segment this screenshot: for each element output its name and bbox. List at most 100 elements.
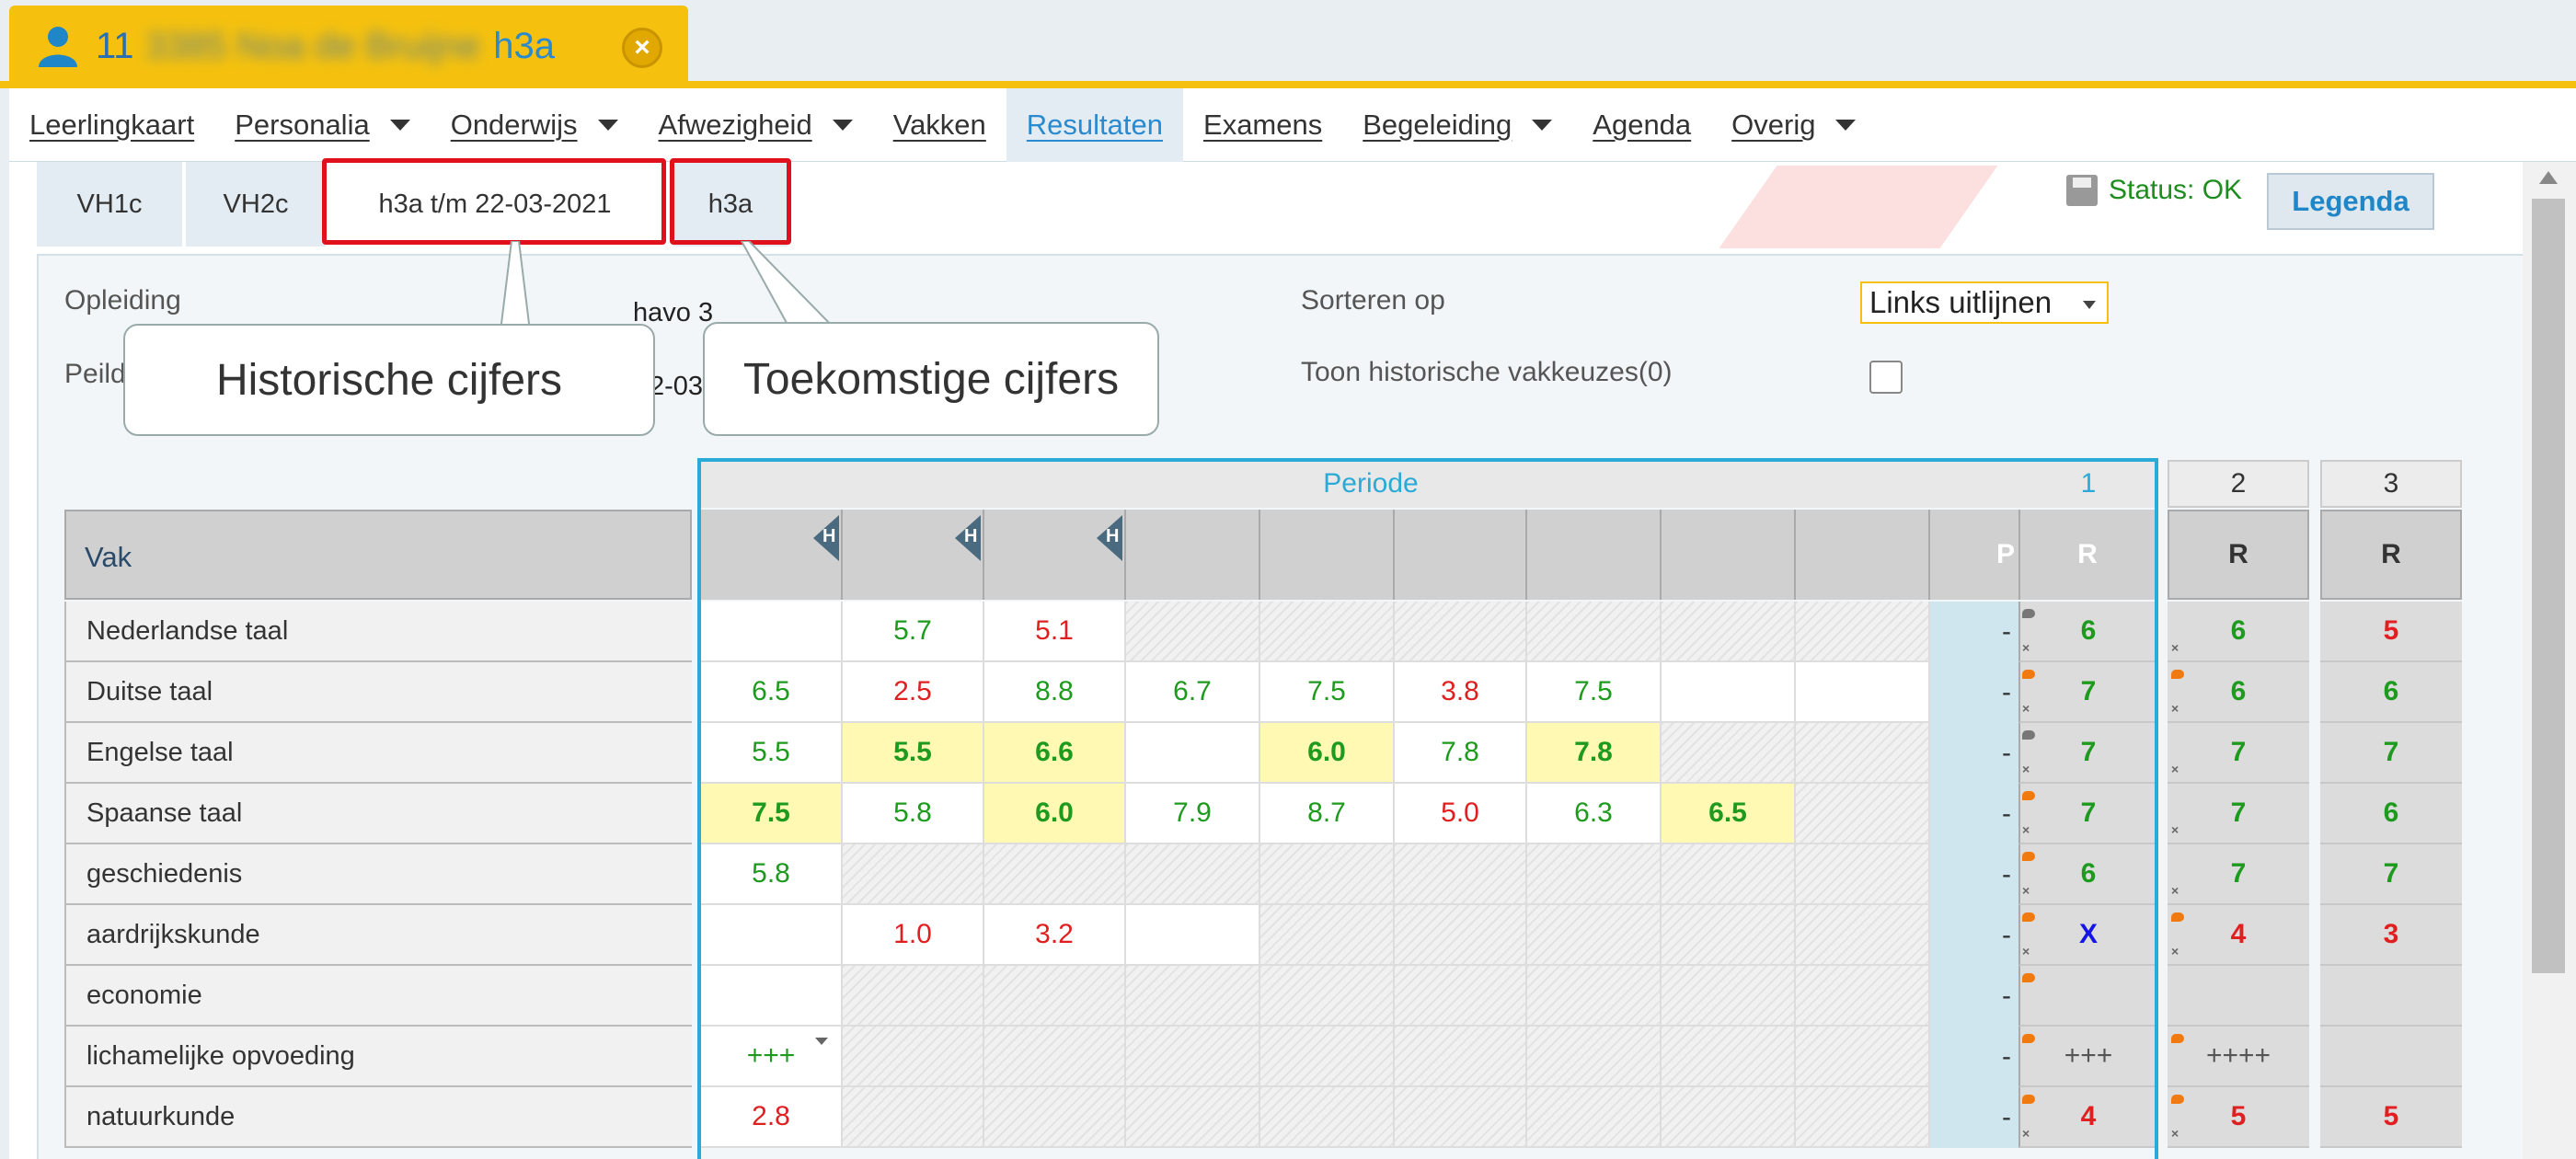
grade-cell[interactable] — [1395, 1087, 1527, 1148]
grade-cell[interactable] — [1260, 844, 1395, 905]
grade-cell[interactable] — [1395, 844, 1527, 905]
scrollbar-thumb[interactable] — [2532, 199, 2565, 973]
grade-cell[interactable] — [984, 1027, 1126, 1087]
r3-cell[interactable]: 7 — [2320, 723, 2462, 784]
r2-cell[interactable]: 5 — [2168, 1087, 2309, 1148]
comment-flag-icon[interactable] — [2022, 912, 2035, 922]
grade-cell[interactable] — [1796, 905, 1930, 966]
remove-x-icon[interactable]: × — [2022, 883, 2030, 898]
grade-cell[interactable] — [1260, 905, 1395, 966]
grade-cell[interactable] — [1662, 905, 1796, 966]
grade-cell[interactable] — [1662, 723, 1796, 784]
student-tab[interactable]: 11 3385 Noa de Bruijne h3a × — [9, 6, 688, 86]
r1-cell[interactable]: 4 — [2018, 1087, 2156, 1148]
grade-cell[interactable] — [984, 844, 1126, 905]
menu-item-resultaten[interactable]: Resultaten — [1006, 87, 1184, 162]
r1-cell[interactable]: 6 — [2018, 602, 2156, 662]
grade-cell[interactable]: 6.5 — [1662, 784, 1796, 844]
grade-cell[interactable] — [701, 905, 843, 966]
grade-cell[interactable]: 2.5 — [843, 662, 984, 723]
menu-item-leerlingkaart[interactable]: Leerlingkaart — [9, 88, 214, 162]
grade-cell[interactable] — [984, 1087, 1126, 1148]
r3-cell[interactable]: 5 — [2320, 602, 2462, 662]
r3-cell[interactable]: 3 — [2320, 905, 2462, 966]
grade-cell[interactable]: 6.0 — [984, 784, 1126, 844]
grade-cell[interactable] — [1126, 966, 1260, 1027]
grade-cell[interactable]: 8.8 — [984, 662, 1126, 723]
grade-cell[interactable] — [1395, 1027, 1527, 1087]
grade-cell[interactable]: 7.9 — [1126, 784, 1260, 844]
grade-cell[interactable] — [1527, 1027, 1662, 1087]
menu-item-examens[interactable]: Examens — [1183, 88, 1342, 162]
grade-cell[interactable] — [1527, 966, 1662, 1027]
grade-cell[interactable]: 5.5 — [701, 723, 843, 784]
comment-flag-icon[interactable] — [2171, 670, 2184, 679]
comment-flag-icon[interactable] — [2022, 1034, 2035, 1043]
comment-flag-icon[interactable] — [2171, 1095, 2184, 1104]
grade-cell[interactable]: 5.8 — [843, 784, 984, 844]
grade-cell[interactable] — [1527, 905, 1662, 966]
historische-vakkeuzes-checkbox[interactable] — [1869, 361, 1903, 394]
scrollbar[interactable] — [2523, 162, 2576, 1159]
r2-cell[interactable]: 7 — [2168, 784, 2309, 844]
menu-item-agenda[interactable]: Agenda — [1572, 88, 1711, 162]
grade-cell[interactable] — [1796, 966, 1930, 1027]
grade-cell[interactable] — [1126, 723, 1260, 784]
scroll-up-icon[interactable] — [2539, 171, 2558, 184]
grade-cell[interactable] — [1796, 844, 1930, 905]
grade-cell[interactable] — [1260, 1087, 1395, 1148]
chevron-down-icon[interactable] — [815, 1038, 828, 1045]
r1-cell[interactable]: 6 — [2018, 844, 2156, 905]
r1-cell[interactable]: 7 — [2018, 784, 2156, 844]
r2-cell[interactable]: ++++ — [2168, 1027, 2309, 1087]
remove-x-icon[interactable]: × — [2171, 640, 2179, 655]
menu-item-begeleiding[interactable]: Begeleiding — [1342, 88, 1572, 162]
grade-cell[interactable]: 8.7 — [1260, 784, 1395, 844]
grade-cell[interactable] — [701, 966, 843, 1027]
r3-cell[interactable]: 6 — [2320, 784, 2462, 844]
grade-cell[interactable] — [1662, 602, 1796, 662]
subtab-vh2c[interactable]: VH2c — [186, 162, 326, 247]
grade-cell[interactable]: 3.8 — [1395, 662, 1527, 723]
grade-cell[interactable] — [1662, 1027, 1796, 1087]
grade-cell[interactable]: 2.8 — [701, 1087, 843, 1148]
comment-flag-icon[interactable] — [2022, 852, 2035, 861]
grade-cell[interactable] — [843, 1087, 984, 1148]
r2-cell[interactable] — [2168, 966, 2309, 1027]
r1-cell[interactable]: 7 — [2018, 662, 2156, 723]
r1-cell[interactable] — [2018, 966, 2156, 1027]
grade-cell[interactable] — [1662, 966, 1796, 1027]
grade-cell[interactable] — [1126, 1087, 1260, 1148]
grade-cell[interactable] — [1126, 1027, 1260, 1087]
comment-flag-icon[interactable] — [2022, 730, 2035, 740]
grade-cell[interactable] — [1126, 905, 1260, 966]
grade-cell[interactable]: 5.8 — [701, 844, 843, 905]
grade-cell[interactable]: 5.5 — [843, 723, 984, 784]
menu-item-afwezigheid[interactable]: Afwezigheid — [638, 88, 873, 162]
r1-cell[interactable]: +++ — [2018, 1027, 2156, 1087]
menu-item-overig[interactable]: Overig — [1711, 88, 1876, 162]
remove-x-icon[interactable]: × — [2171, 1126, 2179, 1141]
r3-cell[interactable]: 5 — [2320, 1087, 2462, 1148]
grade-cell[interactable] — [1260, 966, 1395, 1027]
remove-x-icon[interactable]: × — [2022, 822, 2030, 837]
grade-cell[interactable] — [1527, 844, 1662, 905]
grade-cell[interactable]: 5.1 — [984, 602, 1126, 662]
grade-cell[interactable] — [1260, 1027, 1395, 1087]
grade-cell[interactable]: 7.5 — [1260, 662, 1395, 723]
remove-x-icon[interactable]: × — [2022, 762, 2030, 776]
grade-cell[interactable] — [1796, 1027, 1930, 1087]
grade-cell[interactable] — [1662, 662, 1796, 723]
grade-cell[interactable] — [1395, 905, 1527, 966]
comment-flag-icon[interactable] — [2022, 973, 2035, 982]
sort-select[interactable]: Links uitlijnen — [1860, 281, 2109, 324]
r2-cell[interactable]: 7 — [2168, 723, 2309, 784]
remove-x-icon[interactable]: × — [2022, 640, 2030, 655]
grade-cell[interactable]: 1.0 — [843, 905, 984, 966]
grade-cell[interactable]: 7.8 — [1527, 723, 1662, 784]
grade-cell[interactable]: 6.5 — [701, 662, 843, 723]
grade-cell[interactable] — [1662, 844, 1796, 905]
grade-cell[interactable]: 6.6 — [984, 723, 1126, 784]
grade-cell[interactable]: 6.3 — [1527, 784, 1662, 844]
grade-cell[interactable] — [1395, 966, 1527, 1027]
